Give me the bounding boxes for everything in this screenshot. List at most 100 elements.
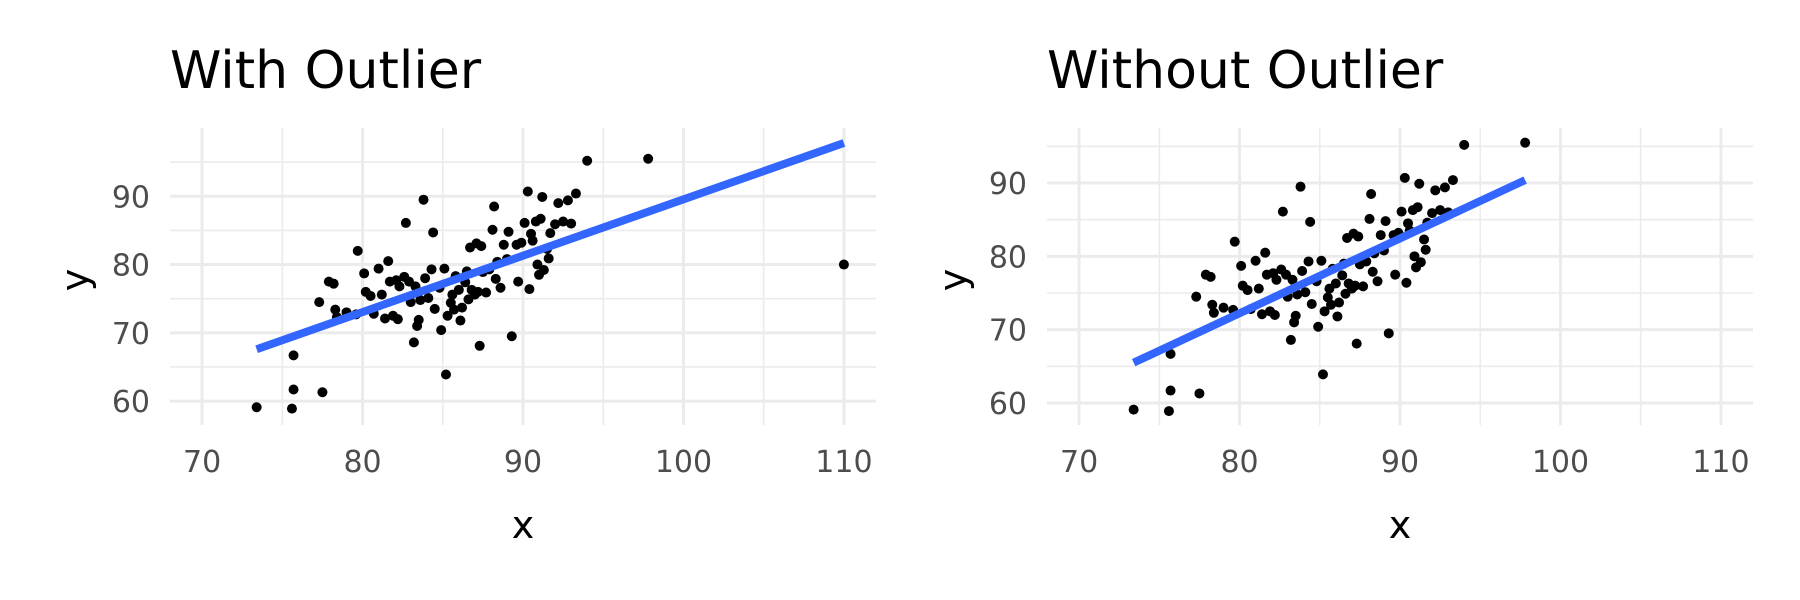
data-point [352,245,363,256]
data-point [1409,251,1420,262]
x-tick-label: 70 [1060,445,1098,480]
data-point [415,295,426,306]
data-point [1430,185,1441,196]
data-point [392,314,403,325]
data-point [418,194,429,205]
tick-labels: 70 80 90 100 110 60 70 80 90 [112,180,873,480]
data-point [423,293,434,304]
data-point [1165,348,1176,359]
data-point [1390,269,1401,280]
data-point [1447,175,1458,186]
data-point [474,340,485,351]
data-point [538,265,549,276]
data-point [1229,236,1240,247]
data-point [473,286,484,297]
x-axis-title: x [1389,503,1412,547]
data-point [1399,172,1410,183]
data-point [1326,299,1337,310]
data-point [537,191,548,202]
data-point [1427,208,1438,219]
panel-title: Without Outlier [1047,41,1444,101]
data-point [1257,309,1268,320]
regression-line [255,139,846,353]
data-point [251,402,262,413]
data-point [442,310,453,321]
data-point [420,273,431,284]
x-tick-label: 110 [815,445,872,480]
data-point [330,304,341,315]
x-tick-label: 80 [343,445,381,480]
data-point [519,217,530,228]
data-point [428,227,439,238]
data-point [1520,137,1531,148]
data-point [582,155,593,166]
y-tick-label: 90 [989,167,1027,202]
x-tick-label: 110 [1692,445,1749,480]
data-point [1439,182,1450,193]
data-point [394,281,405,292]
data-point [1372,276,1383,287]
data-point [1207,299,1218,310]
data-point [1350,280,1361,291]
data-point [455,315,466,326]
data-point [1305,216,1316,227]
data-point [1435,205,1446,216]
data-point [1128,404,1139,415]
data-point [522,186,533,197]
x-axis-title: x [512,503,535,547]
data-point [1287,274,1298,285]
y-tick-label: 70 [112,317,150,352]
data-point [527,235,538,246]
data-point [516,237,527,248]
data-point [288,384,299,395]
gridlines [1047,128,1753,425]
chart-with-outlier: With Outlier x y 70 80 90 100 110 60 70 80 90 [53,41,876,547]
data-point [1306,299,1317,309]
data-point [1459,139,1470,150]
tick-labels: 70 80 90 100 110 60 70 80 90 [989,167,1750,480]
data-point [1317,369,1328,380]
data-point [495,282,506,293]
y-tick-label: 60 [989,387,1027,422]
data-point [1194,388,1205,399]
data-point [566,218,577,229]
data-point [1285,334,1296,345]
data-point [400,217,411,228]
data-point [1253,283,1264,294]
data-point [513,276,524,287]
data-point [562,195,573,206]
gridlines [170,128,876,425]
data-point [1330,278,1341,289]
data-point [383,256,394,267]
data-point [1271,274,1282,285]
data-point [1242,285,1253,296]
x-tick-label: 90 [504,445,542,480]
data-point [524,284,535,295]
y-tick-label: 70 [989,314,1027,349]
data-point [1290,310,1301,321]
data-point [1313,321,1324,332]
data-point [1415,257,1426,268]
data-point [1260,247,1271,258]
data-point [481,287,492,298]
x-tick-label: 100 [655,445,712,480]
y-axis-title: y [53,269,97,292]
data-point [545,228,556,239]
data-point [380,313,391,324]
panel-title: With Outlier [170,41,482,101]
data-point [1316,255,1327,266]
data-point [498,239,509,250]
data-point [1191,291,1202,302]
data-point [838,259,849,270]
data-point [1351,338,1362,349]
data-point [535,213,546,224]
data-point [489,201,500,212]
data-point [436,325,447,336]
data-point [1205,271,1216,282]
data-point [328,278,339,289]
data-point [359,268,370,279]
data-point [1353,231,1364,242]
data-point [317,387,328,398]
data-point [365,290,376,301]
